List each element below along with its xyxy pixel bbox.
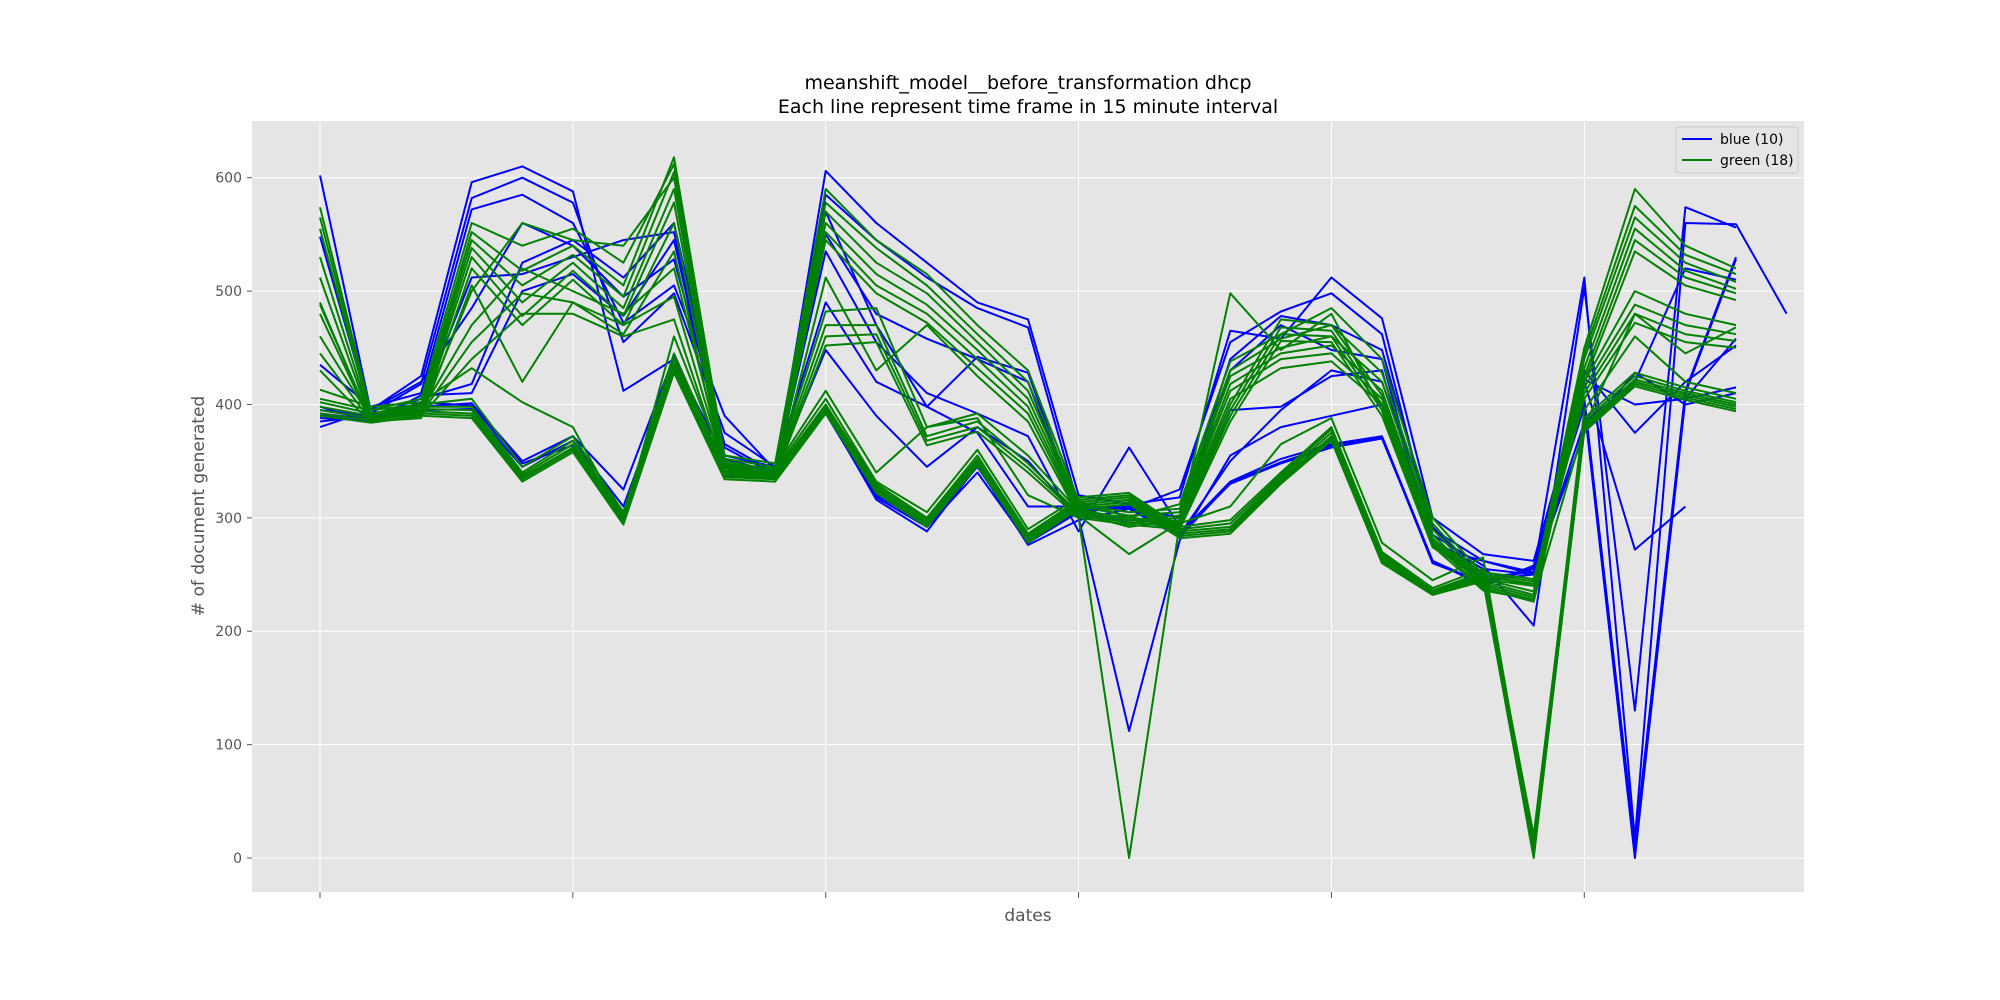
chart-subtitle: Each line represent time frame in 15 min… <box>778 96 1278 118</box>
y-tick-label: 500 <box>215 284 242 300</box>
series-line-green <box>319 201 1737 601</box>
series-line-green <box>319 250 1737 601</box>
y-axis-label: # of document generated <box>189 396 209 616</box>
y-tick-label: 200 <box>215 624 242 640</box>
y-tick-label: 300 <box>215 511 242 527</box>
series-line-green <box>319 292 1737 585</box>
x-axis-label: dates <box>1004 906 1051 926</box>
series-line-blue <box>319 239 1737 576</box>
series-line-green <box>319 188 1737 599</box>
series-line-green <box>319 176 1737 581</box>
y-tick-label: 400 <box>215 397 242 413</box>
y-tick-label: 0 <box>233 851 242 867</box>
series-line-green <box>319 267 1737 583</box>
series-line-green <box>319 156 1737 593</box>
series-line-green <box>319 171 1737 596</box>
series-line-green <box>319 371 1737 857</box>
y-tick-label: 100 <box>215 738 242 754</box>
series-line-blue <box>319 165 1687 562</box>
y-tick-label: 600 <box>215 171 242 187</box>
series-line-green <box>319 312 1737 587</box>
series-line-blue <box>319 222 1737 732</box>
series-lines <box>319 156 1788 859</box>
legend: blue (10) green (18) <box>1675 126 1799 174</box>
chart-title: meanshift_model__before_transformation d… <box>804 72 1251 94</box>
legend-item-blue: blue (10) <box>1720 132 1783 148</box>
legend-item-green: green (18) <box>1720 153 1794 169</box>
axis-ticks: 0 100 200 300 400 500 600 <box>215 171 1585 898</box>
